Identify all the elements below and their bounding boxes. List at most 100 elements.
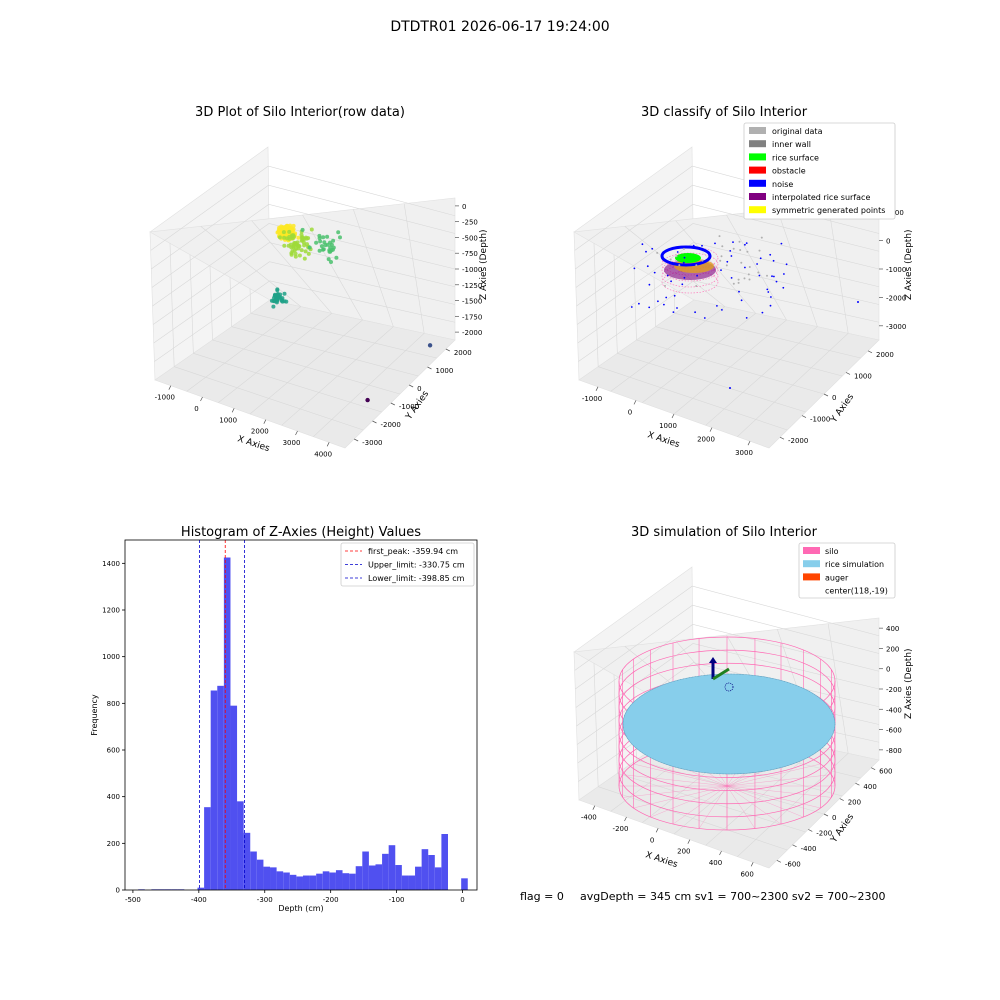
sim-grid bbox=[613, 674, 618, 774]
raw-point bbox=[302, 256, 307, 261]
cls-noise-point bbox=[633, 267, 636, 270]
cls-x-tick-label: 0 bbox=[628, 408, 632, 416]
histogram-bar bbox=[441, 834, 448, 890]
sim-x-tick bbox=[624, 816, 627, 822]
cls-noise-point bbox=[773, 275, 775, 278]
raw-point bbox=[281, 230, 286, 235]
histogram-x-tick-label: -300 bbox=[257, 896, 273, 904]
raw-point bbox=[336, 230, 341, 235]
sim-y-tick bbox=[823, 813, 829, 817]
cls-noise-point bbox=[782, 286, 785, 289]
sim-legend-box bbox=[798, 542, 896, 599]
histogram-title: Histogram of Z-Axies (Height) Values bbox=[181, 525, 421, 540]
simulation-x-axis-label: X Axies bbox=[644, 850, 679, 870]
histogram-legend-label: Lower_limit: -398.85 cm bbox=[368, 574, 465, 583]
raw-plot-axes: -1000 0 1000 2000 3000 4000 -3000 -2000 -1000 0 10… bbox=[149, 146, 482, 458]
raw-z-tick-label: -1000 bbox=[462, 266, 482, 274]
cls-original-point bbox=[737, 281, 740, 284]
histogram-legend-label: first_peak: -359.94 cm bbox=[368, 547, 458, 556]
histogram-x-tick-label: -200 bbox=[323, 896, 339, 904]
cls-original-point bbox=[664, 284, 666, 287]
raw-x-tick bbox=[326, 442, 330, 447]
raw-z-tick-label: 0 bbox=[462, 203, 466, 211]
sim-legend-swatch bbox=[803, 573, 820, 581]
histogram-frame bbox=[124, 539, 478, 891]
cls-grid bbox=[674, 313, 861, 359]
raw-x-tick bbox=[231, 408, 235, 413]
histogram-ticks: -500 -400 -300 -200 -100 0 0 200 400 600 800 1000 12… bbox=[102, 560, 465, 904]
cls-grid bbox=[673, 288, 676, 314]
sim-y-tick-label: -200 bbox=[816, 829, 832, 837]
cls-original-point bbox=[748, 278, 751, 281]
cls-x-tick-label: 1000 bbox=[659, 422, 677, 430]
sim-x-tick-label: -400 bbox=[581, 814, 597, 822]
cls-legend-swatch bbox=[749, 140, 766, 148]
cls-original-point bbox=[746, 250, 749, 253]
cls-noise-point bbox=[729, 387, 731, 389]
raw-y-tick bbox=[427, 366, 432, 370]
raw-point bbox=[321, 235, 326, 240]
raw-x-tick bbox=[295, 430, 298, 436]
sim-x-tick-label: 400 bbox=[709, 859, 722, 867]
cls-noise-point bbox=[681, 283, 684, 286]
classify-x-axis-label: X Axies bbox=[646, 430, 681, 450]
cls-noise-point bbox=[672, 311, 675, 313]
raw-point bbox=[278, 231, 283, 236]
histogram-bar bbox=[309, 875, 317, 890]
sim-x-tick-label: 0 bbox=[650, 836, 654, 844]
raw-y-tick bbox=[354, 438, 359, 442]
histogram-y-tick-label: 1400 bbox=[102, 560, 120, 568]
cls-noise-point bbox=[714, 242, 716, 245]
histogram-bar bbox=[335, 870, 343, 890]
raw-outlier-point bbox=[365, 397, 370, 403]
histogram-x-label: Depth (cm) bbox=[278, 904, 323, 913]
sim-y-tick bbox=[855, 782, 860, 786]
cls-noise-point bbox=[726, 260, 729, 263]
sim-silo-floor-spoke bbox=[726, 774, 832, 787]
cls-y-tick-label: -1000 bbox=[810, 416, 830, 424]
raw-point bbox=[293, 254, 298, 259]
cls-grid bbox=[575, 204, 880, 288]
raw-point bbox=[274, 300, 279, 305]
raw-grid bbox=[249, 288, 252, 314]
cls-y-tick bbox=[779, 436, 785, 440]
raw-point bbox=[293, 251, 298, 256]
raw-grid bbox=[151, 184, 456, 270]
cls-noise-point bbox=[646, 265, 649, 268]
cls-noise-point bbox=[766, 288, 769, 291]
raw-x-tick-label: 4000 bbox=[314, 450, 332, 458]
cls-noise-point bbox=[772, 259, 775, 262]
cls-legend-swatch bbox=[749, 153, 766, 161]
raw-point bbox=[279, 224, 284, 229]
raw-point bbox=[309, 227, 314, 232]
cls-original-point bbox=[739, 249, 742, 251]
histogram-legend: first_peak: -359.94 cm Upper_limit: -330.… bbox=[340, 542, 475, 587]
cls-original-point bbox=[732, 247, 735, 250]
sim-legend-swatch bbox=[803, 560, 820, 568]
raw-z-tick-label: -750 bbox=[462, 250, 478, 258]
raw-point bbox=[272, 293, 277, 298]
cls-grid bbox=[576, 242, 880, 325]
sim-silo-floor-spoke bbox=[633, 763, 728, 787]
raw-grid bbox=[302, 214, 363, 321]
cls-y-tick bbox=[845, 372, 851, 375]
classify-legend: original data inner wall rice surface obsta… bbox=[743, 122, 896, 220]
sim-legend-label: center(118,-19) bbox=[825, 587, 888, 596]
cls-original-point bbox=[760, 236, 763, 239]
histogram-bar bbox=[276, 871, 284, 890]
classify-plot-points bbox=[630, 235, 859, 389]
sim-grid bbox=[576, 662, 880, 745]
raw-grid bbox=[152, 223, 456, 307]
sim-y-tick bbox=[792, 844, 797, 848]
raw-x-tick-label: 0 bbox=[194, 405, 198, 413]
figure-suptitle: DTDTR01 2026-06-17 19:24:00 bbox=[390, 19, 609, 35]
cls-legend-swatch bbox=[749, 127, 766, 134]
histogram-y-tick-label: 1200 bbox=[102, 607, 120, 615]
cls-legend-swatch bbox=[749, 179, 766, 187]
classify-plot-title: 3D classify of Silo Interior bbox=[641, 105, 808, 120]
raw-point bbox=[306, 236, 311, 241]
sim-legend-label: rice simulation bbox=[825, 560, 884, 569]
histogram-bars bbox=[138, 557, 468, 890]
cls-noise-point bbox=[663, 303, 665, 306]
raw-point bbox=[314, 240, 319, 245]
